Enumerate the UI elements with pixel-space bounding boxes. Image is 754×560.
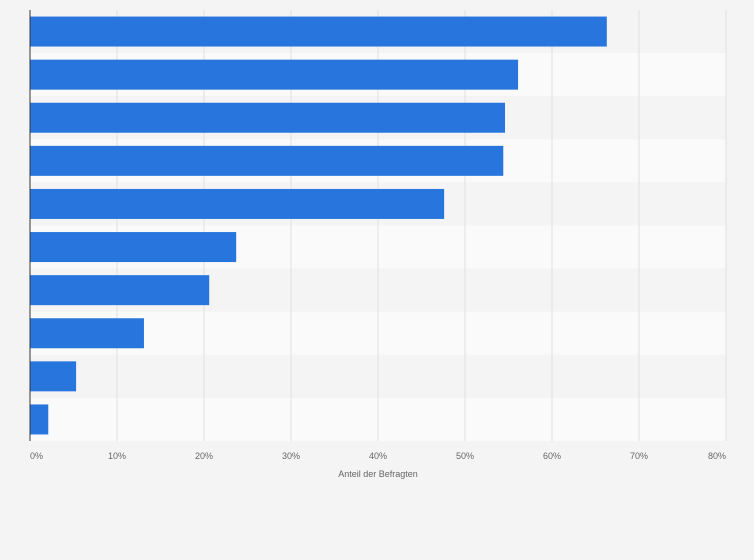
x-tick-label: 80% — [708, 451, 726, 461]
bar — [30, 188, 445, 219]
x-tick-label: 10% — [108, 451, 126, 461]
x-axis-title: Anteil der Befragten — [338, 469, 418, 479]
bar — [30, 318, 144, 349]
x-tick-label: 40% — [369, 451, 387, 461]
bar — [30, 232, 237, 263]
bar — [30, 361, 77, 392]
x-tick-label: 20% — [195, 451, 213, 461]
x-tick-labels: 0% 10% 20% 30% 40% 50% 60% 70% 80% — [30, 451, 726, 461]
bar — [30, 59, 519, 90]
x-tick-label: 70% — [630, 451, 648, 461]
x-tick-label: 50% — [456, 451, 474, 461]
x-tick-label: 30% — [282, 451, 300, 461]
bar — [30, 404, 49, 435]
bar — [30, 102, 506, 133]
bar — [30, 16, 607, 47]
bar — [30, 275, 210, 306]
x-tick-label: 60% — [543, 451, 561, 461]
x-tick-label: 0% — [30, 451, 43, 461]
bars — [30, 16, 607, 435]
bar — [30, 145, 504, 176]
